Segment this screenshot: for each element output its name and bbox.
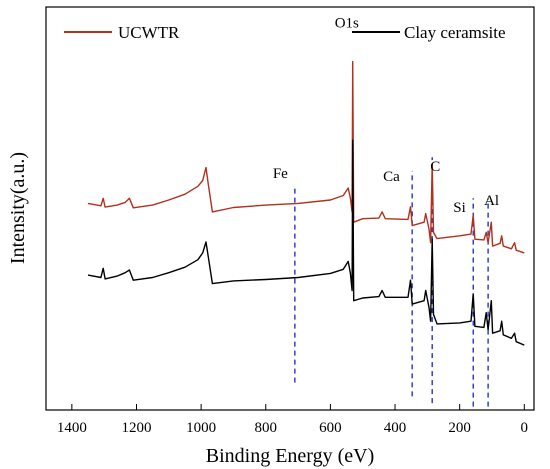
series-line-ucwtr bbox=[87, 60, 525, 254]
x-axis-ticks: 1400 1200 1000 800 600 400 200 0 bbox=[57, 404, 528, 436]
y-axis-label: Intensity(a.u.) bbox=[7, 152, 29, 264]
legend: UCWTR Clay ceramsite bbox=[64, 23, 506, 42]
annotation-lines bbox=[294, 157, 489, 407]
x-axis-label: Binding Energy (eV) bbox=[206, 445, 375, 467]
annotation-label-c: C bbox=[430, 159, 440, 175]
annotation-labels: O1s Fe Ca C Si Al bbox=[273, 15, 499, 215]
x-tick-label: 200 bbox=[448, 420, 471, 436]
series-line-clay-ceramsite bbox=[87, 139, 525, 346]
x-tick-label: 800 bbox=[255, 420, 278, 436]
plot-frame bbox=[45, 6, 535, 411]
x-tick-label: 1400 bbox=[57, 420, 87, 436]
x-tick-label: 1000 bbox=[186, 420, 216, 436]
x-tick-label: 600 bbox=[319, 420, 342, 436]
x-tick-label: 0 bbox=[521, 420, 529, 436]
annotation-label-al: Al bbox=[484, 193, 499, 209]
annotation-label-si: Si bbox=[453, 200, 466, 216]
legend-label-clay-ceramsite: Clay ceramsite bbox=[404, 23, 506, 42]
annotation-label-ca: Ca bbox=[383, 169, 400, 185]
annotation-label-fe: Fe bbox=[273, 166, 288, 182]
legend-label-ucwtr: UCWTR bbox=[118, 23, 180, 42]
series-layer bbox=[87, 60, 525, 346]
annotation-label-o1s: O1s bbox=[335, 15, 359, 31]
x-tick-label: 1200 bbox=[121, 420, 151, 436]
x-tick-label: 400 bbox=[384, 420, 407, 436]
